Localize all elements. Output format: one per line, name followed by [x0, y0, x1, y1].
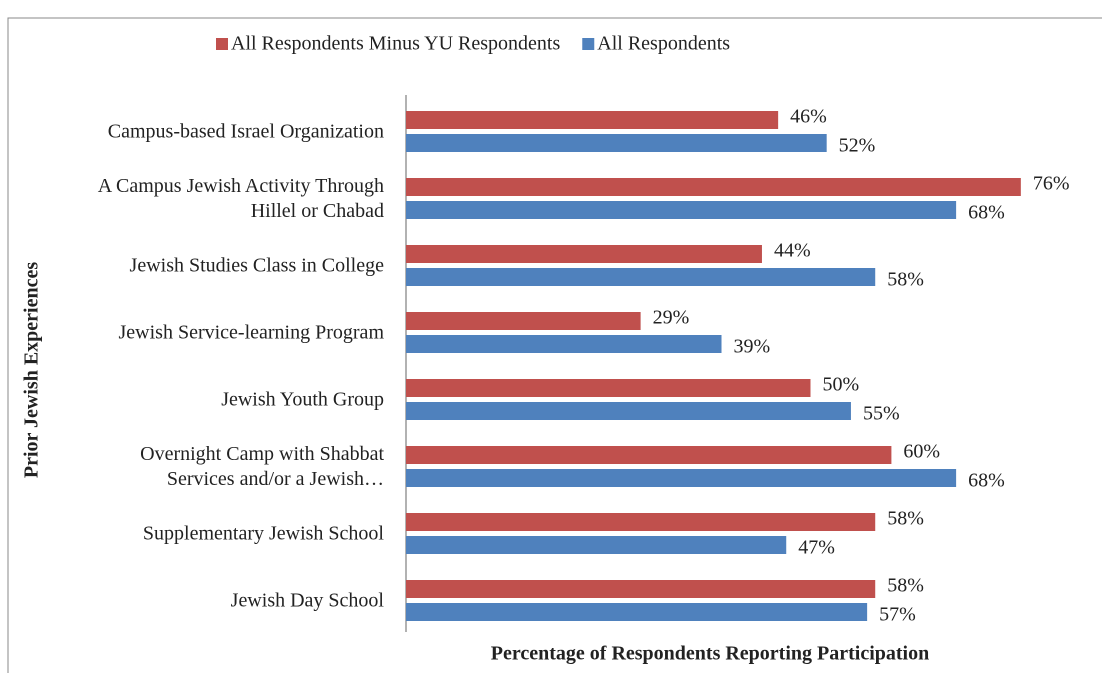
data-label: 58% [887, 269, 924, 291]
bar [406, 111, 779, 129]
data-label: 50% [823, 374, 860, 396]
legend-swatch [582, 38, 595, 50]
bar [406, 134, 827, 152]
bar [406, 379, 811, 397]
bar [406, 446, 892, 464]
y-tick-label: A Campus Jewish Activity Through Hillel … [97, 174, 384, 222]
bar [406, 178, 1021, 196]
data-label: 58% [887, 575, 924, 597]
legend-swatch [216, 38, 228, 50]
y-axis-label: Prior Jewish Experiences [21, 262, 43, 478]
data-label: 60% [903, 441, 940, 463]
bar [406, 513, 876, 531]
bar [406, 603, 868, 621]
chart-border [7, 17, 1102, 673]
bar [406, 580, 876, 598]
bar [406, 268, 876, 286]
x-axis-label: Percentage of Respondents Reporting Part… [491, 643, 929, 665]
legend-label: All Respondents [597, 33, 730, 55]
data-label: 58% [887, 508, 924, 530]
data-label: 44% [774, 240, 811, 262]
data-label: 46% [790, 106, 827, 128]
data-label: 57% [879, 604, 916, 626]
y-tick-label: Overnight Camp with Shabbat Services and… [140, 442, 384, 490]
data-label: 39% [734, 336, 771, 358]
legend-label: All Respondents Minus YU Respondents [231, 33, 560, 55]
data-label: 52% [839, 135, 876, 157]
bar [406, 335, 722, 353]
y-tick-label: Jewish Day School [230, 589, 384, 611]
data-label: 47% [798, 537, 835, 559]
y-tick-label: Jewish Studies Class in College [129, 254, 384, 276]
bar [406, 402, 851, 420]
bar [406, 245, 762, 263]
y-tick-label: Supplementary Jewish School [142, 522, 384, 544]
bar [406, 536, 787, 554]
bar [406, 201, 957, 219]
data-label: 68% [968, 202, 1005, 224]
data-label: 55% [863, 403, 900, 425]
y-tick-label: Jewish Service-learning Program [118, 321, 384, 343]
y-tick-label: Campus-based Israel Organization [107, 120, 384, 142]
data-label: 29% [653, 307, 690, 329]
bar [406, 469, 957, 487]
data-label: 68% [968, 470, 1005, 492]
bar [406, 312, 641, 330]
y-tick-label: Jewish Youth Group [221, 388, 384, 410]
data-label: 76% [1033, 173, 1070, 195]
